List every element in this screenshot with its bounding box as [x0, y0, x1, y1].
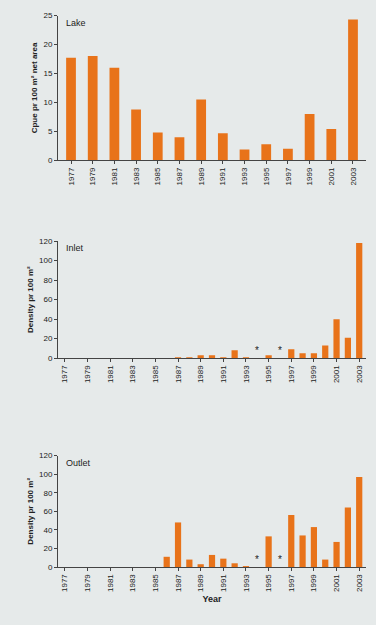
svg-text:5: 5 — [48, 127, 53, 136]
svg-text:1983: 1983 — [132, 167, 141, 185]
svg-text:Outlet: Outlet — [66, 458, 91, 468]
svg-text:1995: 1995 — [264, 365, 273, 383]
svg-text:1999: 1999 — [310, 574, 319, 592]
svg-text:1997: 1997 — [284, 167, 293, 185]
svg-text:1991: 1991 — [218, 167, 227, 185]
svg-text:1987: 1987 — [175, 167, 184, 185]
svg-text:1977: 1977 — [67, 167, 76, 185]
svg-text:1999: 1999 — [310, 365, 319, 383]
svg-text:1993: 1993 — [240, 167, 249, 185]
svg-text:1993: 1993 — [242, 365, 251, 383]
svg-text:40: 40 — [43, 315, 52, 324]
svg-text:1991: 1991 — [219, 365, 228, 383]
svg-text:Cpue pr 100 m² net area: Cpue pr 100 m² net area — [30, 42, 39, 133]
svg-text:1981: 1981 — [106, 365, 115, 383]
svg-text:0: 0 — [48, 156, 53, 165]
svg-text:Density pr 100 m²: Density pr 100 m² — [26, 478, 35, 545]
svg-text:20: 20 — [43, 40, 52, 49]
svg-text:1985: 1985 — [151, 574, 160, 592]
svg-text:1989: 1989 — [196, 574, 205, 592]
svg-text:*: * — [255, 554, 259, 565]
svg-text:1985: 1985 — [151, 365, 160, 383]
svg-text:120: 120 — [39, 451, 53, 460]
svg-text:*: * — [278, 345, 282, 356]
svg-text:0: 0 — [48, 563, 53, 572]
svg-text:120: 120 — [39, 237, 53, 246]
svg-text:1981: 1981 — [110, 167, 119, 185]
svg-text:1987: 1987 — [174, 574, 183, 592]
svg-text:1993: 1993 — [242, 574, 251, 592]
svg-text:40: 40 — [43, 526, 52, 535]
svg-text:1989: 1989 — [196, 365, 205, 383]
svg-text:1983: 1983 — [128, 365, 137, 383]
svg-text:25: 25 — [43, 11, 52, 20]
svg-text:80: 80 — [43, 276, 52, 285]
svg-text:1979: 1979 — [88, 167, 97, 185]
svg-text:20: 20 — [43, 334, 52, 343]
svg-text:20: 20 — [43, 544, 52, 553]
svg-text:*: * — [278, 554, 282, 565]
svg-text:15: 15 — [43, 69, 52, 78]
svg-text:Year: Year — [202, 594, 222, 604]
svg-text:1985: 1985 — [153, 167, 162, 185]
svg-text:*: * — [255, 345, 259, 356]
svg-text:1983: 1983 — [128, 574, 137, 592]
svg-text:1981: 1981 — [106, 574, 115, 592]
svg-text:1989: 1989 — [197, 167, 206, 185]
svg-text:80: 80 — [43, 489, 52, 498]
svg-text:1979: 1979 — [83, 365, 92, 383]
svg-text:1979: 1979 — [83, 574, 92, 592]
svg-text:2001: 2001 — [332, 574, 341, 592]
svg-text:1991: 1991 — [219, 574, 228, 592]
svg-text:Inlet: Inlet — [66, 243, 84, 253]
svg-text:1997: 1997 — [287, 365, 296, 383]
svg-text:2003: 2003 — [355, 574, 364, 592]
svg-text:1987: 1987 — [174, 365, 183, 383]
svg-text:100: 100 — [39, 256, 53, 265]
svg-text:1995: 1995 — [264, 574, 273, 592]
svg-text:10: 10 — [43, 98, 52, 107]
svg-text:Lake: Lake — [66, 18, 86, 28]
svg-text:1977: 1977 — [60, 365, 69, 383]
svg-text:1997: 1997 — [287, 574, 296, 592]
svg-text:2003: 2003 — [355, 365, 364, 383]
svg-text:Density pr 100 m²: Density pr 100 m² — [26, 266, 35, 333]
svg-text:2001: 2001 — [327, 167, 336, 185]
svg-text:1995: 1995 — [262, 167, 271, 185]
svg-text:0: 0 — [48, 354, 53, 363]
svg-text:100: 100 — [39, 470, 53, 479]
svg-text:1977: 1977 — [60, 574, 69, 592]
svg-text:1999: 1999 — [305, 167, 314, 185]
svg-text:60: 60 — [43, 295, 52, 304]
svg-text:2001: 2001 — [332, 365, 341, 383]
svg-text:2003: 2003 — [349, 167, 358, 185]
svg-text:60: 60 — [43, 507, 52, 516]
